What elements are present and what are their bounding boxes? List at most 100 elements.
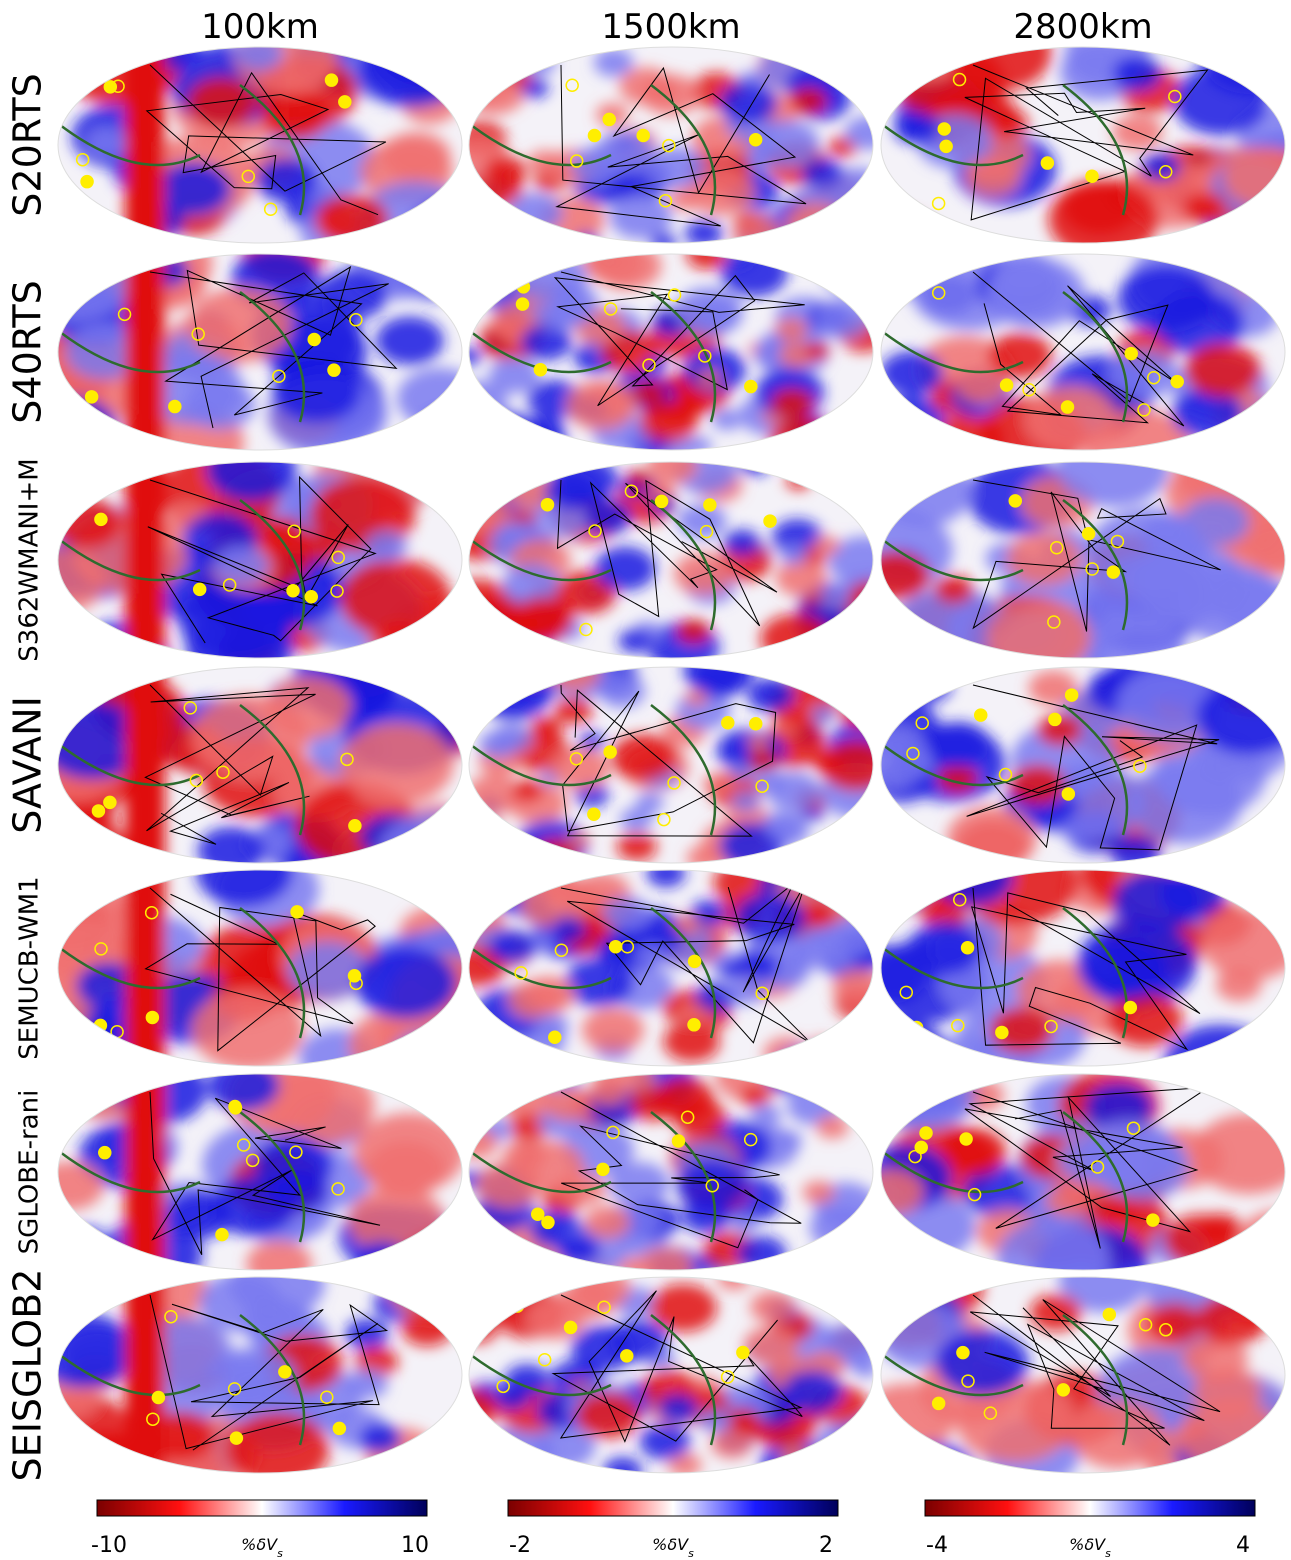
anomaly — [499, 1283, 528, 1304]
anomaly — [1164, 1214, 1237, 1266]
anomaly — [842, 1079, 898, 1119]
anomaly — [720, 248, 787, 296]
anomaly — [1009, 765, 1066, 806]
tomography-map — [453, 1052, 898, 1295]
anomaly — [573, 1268, 630, 1309]
anomaly — [449, 33, 492, 64]
anomaly — [687, 845, 724, 871]
anomaly — [359, 30, 467, 107]
anomaly — [813, 536, 839, 555]
hotspot — [1083, 528, 1095, 540]
anomaly — [908, 49, 952, 81]
anomaly — [555, 697, 593, 724]
hotspot — [76, 820, 88, 832]
anomaly — [1030, 1294, 1082, 1331]
anomaly — [718, 1267, 751, 1290]
row-label: S362WMANI+M — [15, 458, 45, 661]
tomography-map — [445, 1267, 880, 1490]
anomaly — [458, 24, 523, 70]
anomaly — [451, 858, 495, 889]
anomaly — [703, 773, 734, 795]
hotspot — [565, 1321, 577, 1333]
anomaly — [712, 409, 742, 430]
hotspot — [1062, 788, 1074, 800]
hotspot — [230, 1432, 242, 1444]
anomaly — [457, 230, 490, 253]
hotspot — [1171, 376, 1183, 388]
hotspot — [152, 1392, 164, 1404]
hotspot — [1086, 170, 1098, 182]
anomaly — [455, 1240, 496, 1269]
anomaly — [857, 211, 936, 268]
anomaly — [446, 499, 494, 533]
hotspot — [95, 513, 107, 525]
anomaly — [543, 1087, 591, 1121]
anomaly — [497, 883, 525, 903]
anomaly — [466, 775, 522, 815]
colorbar-label-sub: s — [1105, 1547, 1111, 1560]
anomaly — [399, 1231, 499, 1303]
anomaly — [778, 1132, 802, 1149]
tomography-map — [466, 644, 892, 880]
anomaly — [471, 414, 532, 458]
anomalies — [859, 1249, 1291, 1504]
hotspot — [325, 74, 337, 86]
hotspot — [1001, 379, 1013, 391]
hotspot — [104, 796, 116, 808]
anomaly — [685, 690, 708, 706]
anomalies — [35, 1051, 503, 1303]
anomaly — [817, 422, 882, 469]
ridge — [125, 1277, 165, 1473]
colorbar — [97, 1500, 427, 1516]
colorbar-tick: 4 — [1236, 1533, 1250, 1558]
anomaly — [853, 1359, 878, 1377]
anomaly — [750, 1104, 781, 1126]
anomaly — [611, 734, 677, 781]
hotspot — [603, 113, 615, 125]
column-title: 100km — [201, 7, 319, 47]
anomaly — [617, 832, 657, 861]
anomaly — [462, 70, 525, 115]
hotspot — [1107, 566, 1119, 578]
anomaly — [769, 417, 835, 464]
anomaly — [839, 696, 886, 730]
anomaly — [367, 1142, 445, 1197]
anomaly — [198, 827, 265, 875]
anomaly — [62, 1226, 106, 1258]
anomaly — [382, 132, 451, 181]
anomaly — [72, 1251, 115, 1282]
anomaly — [340, 723, 454, 804]
tomography-map — [58, 10, 511, 275]
tomography-map — [35, 1051, 503, 1303]
anomaly — [1185, 343, 1261, 397]
anomaly — [460, 1445, 523, 1490]
hotspot — [216, 1229, 228, 1241]
anomaly — [566, 380, 636, 430]
hotspot — [542, 1216, 554, 1228]
hotspot — [348, 970, 360, 982]
anomaly — [833, 636, 879, 669]
colorbar-label: %δVs — [652, 1535, 694, 1560]
anomaly — [686, 437, 712, 455]
anomaly — [1216, 969, 1262, 1002]
anomaly — [603, 1457, 643, 1485]
row-label: SGLOBE-rani — [15, 1090, 45, 1255]
anomaly — [1181, 497, 1249, 546]
hotspot — [339, 96, 351, 108]
figure: 100km1500km2800kmS20RTSS40RTSS362WMANI+M… — [0, 0, 1291, 1560]
row-label: SAVANI — [6, 696, 50, 834]
anomaly — [816, 1115, 849, 1138]
anomaly — [603, 897, 650, 931]
anomaly — [765, 815, 799, 840]
anomaly — [750, 1291, 795, 1323]
anomaly — [940, 1128, 1006, 1175]
hotspot — [81, 176, 93, 188]
anomaly — [512, 780, 543, 802]
anomaly — [499, 658, 541, 688]
anomalies — [448, 848, 897, 1086]
anomaly — [1058, 1136, 1126, 1184]
anomaly — [737, 1236, 787, 1272]
anomaly — [747, 678, 794, 711]
hotspot — [229, 1102, 241, 1114]
anomaly — [1070, 1401, 1165, 1469]
